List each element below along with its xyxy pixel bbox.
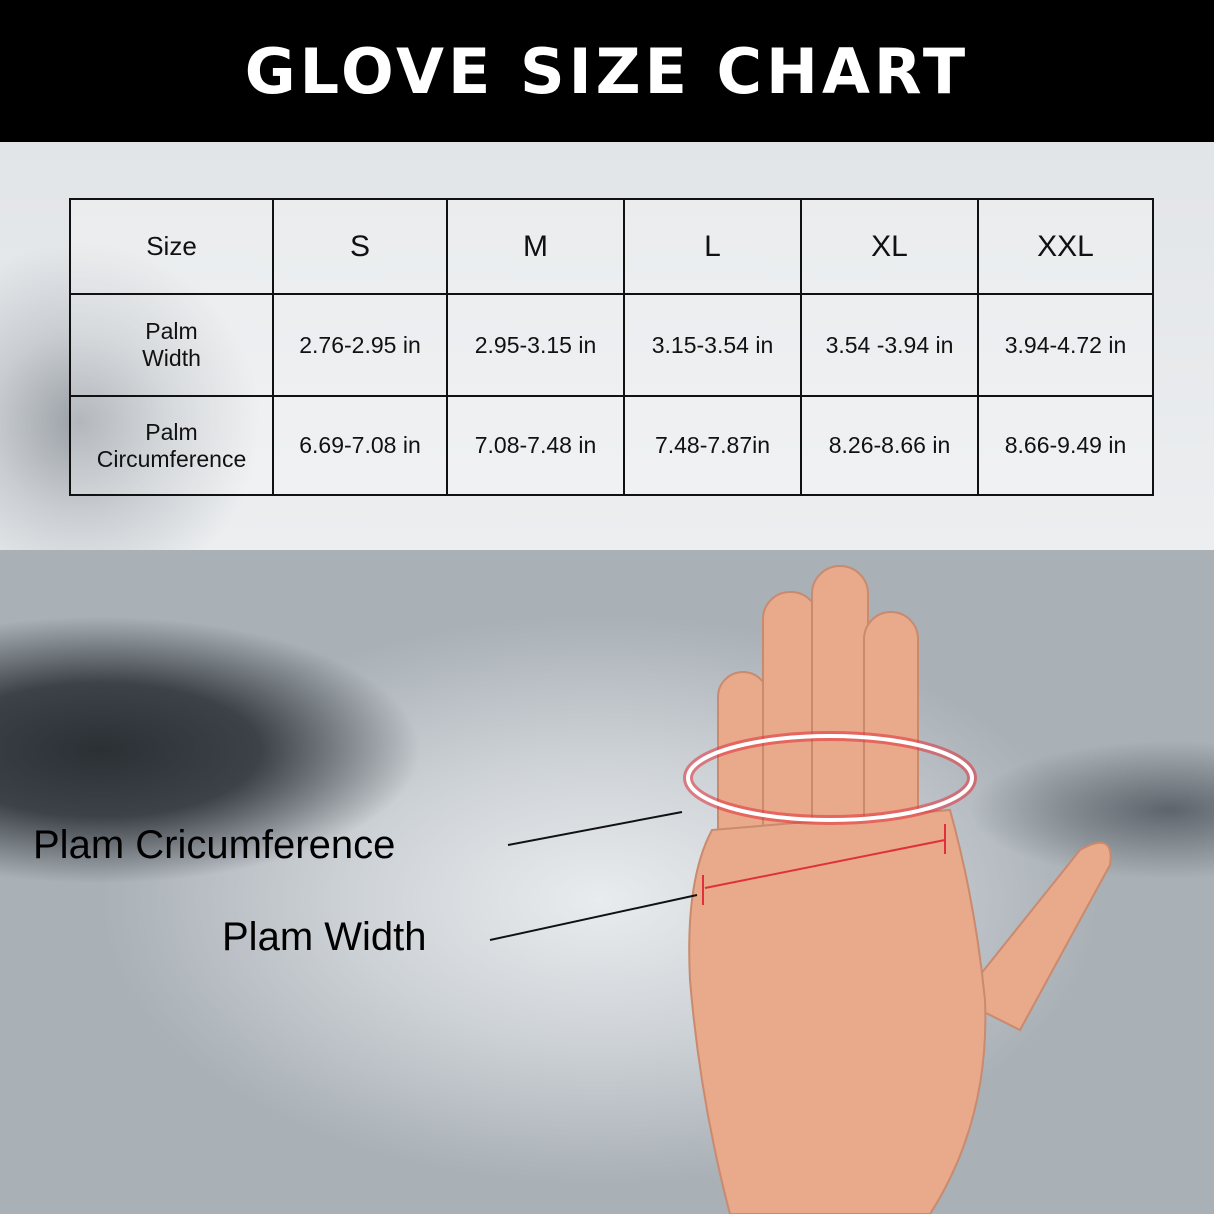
table-header-row: Size S M L XL XXL [69,198,1154,295]
width-label: Plam Width [222,915,427,959]
circumference-pointer [507,811,683,846]
width-pointer [489,894,698,941]
row-label-line: Palm [145,318,198,344]
hand-illustration [688,565,1112,1214]
table-cell: 3.15-3.54 in [623,293,802,397]
circumference-label: Plam Cricumference [33,823,396,867]
row-label: Palm Circumference [69,395,274,496]
row-label-line: Width [142,345,201,371]
table-cell: 3.94-4.72 in [977,293,1154,397]
table-cell: 2.95-3.15 in [446,293,625,397]
header-cell: L [623,198,802,295]
header-cell: XXL [977,198,1154,295]
page-title: GLOVE SIZE CHART [244,34,970,108]
header-cell: XL [800,198,979,295]
size-table: Size S M L XL XXL Palm Width 2.76-2.95 in… [69,198,1154,496]
row-label-line: Circumference [96,445,247,472]
table-cell: 7.48-7.87in [623,395,802,496]
header-cell: Size [69,198,274,295]
table-row: Palm Circumference 6.69-7.08 in 7.08-7.48… [69,395,1154,496]
row-label: Palm Width [69,293,274,397]
table-cell: 3.54 -3.94 in [800,293,979,397]
table-cell: 7.08-7.48 in [446,395,625,496]
header-cell: S [272,198,448,295]
table-cell: 8.26-8.66 in [800,395,979,496]
snow-scene-photo [0,550,1214,1214]
header-cell: M [446,198,625,295]
title-banner: GLOVE SIZE CHART [0,0,1214,142]
width-measure-line [704,839,946,889]
table-cell: 2.76-2.95 in [272,293,448,397]
row-label-line: Palm [145,418,198,445]
table-cell: 8.66-9.49 in [977,395,1154,496]
table-cell: 6.69-7.08 in [272,395,448,496]
table-row: Palm Width 2.76-2.95 in 2.95-3.15 in 3.15… [69,293,1154,397]
